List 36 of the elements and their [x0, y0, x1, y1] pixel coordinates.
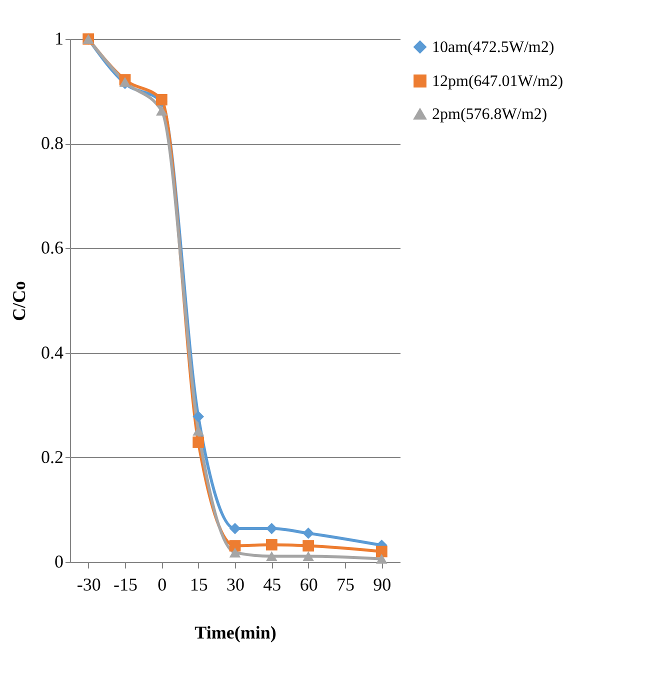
legend-label: 12pm(647.01W/m2): [432, 73, 564, 90]
y-tick-label: 0.6: [41, 238, 64, 258]
legend-label: 10am(472.5W/m2): [432, 39, 554, 56]
point: [302, 540, 314, 552]
y-axis-title: C/Co: [9, 281, 29, 321]
x-tick-label: 45: [263, 574, 282, 594]
point: [376, 546, 388, 558]
y-tick-label: 1: [54, 28, 64, 48]
point: [266, 539, 278, 550]
y-tick-label: 0.4: [41, 342, 64, 362]
point: [302, 551, 314, 562]
point: [376, 554, 388, 564]
point: [156, 106, 168, 116]
x-tick-label: 15: [190, 574, 208, 594]
point: [302, 528, 314, 539]
x-axis-title: Time(min): [194, 622, 276, 642]
point: [192, 426, 204, 436]
point: [192, 436, 204, 448]
x-tick-label: 75: [336, 574, 354, 594]
x-tick-label: 90: [373, 574, 392, 594]
point: [192, 410, 204, 422]
y-tick-label: 0.8: [41, 133, 64, 154]
x-tick-label: 60: [300, 574, 318, 594]
x-tick-label: -15: [114, 574, 138, 594]
y-tick-label: 0: [54, 552, 64, 572]
y-tick-label: 0.2: [41, 446, 64, 467]
point: [119, 76, 131, 87]
legend-label: 2pm(576.8W/m2): [432, 106, 548, 123]
point: [229, 540, 241, 552]
point: [156, 94, 168, 106]
x-tick-label: 30: [226, 574, 244, 594]
x-tick-label: 0: [158, 574, 167, 594]
point: [266, 551, 278, 562]
point: [229, 522, 241, 534]
point: [229, 548, 241, 558]
x-tick-label: -30: [76, 574, 101, 594]
